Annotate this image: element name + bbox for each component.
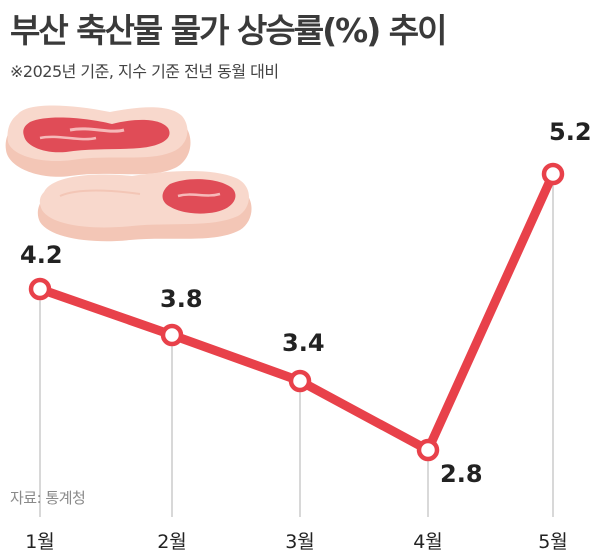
source-note: 자료: 통계청: [10, 489, 86, 507]
x-axis-labels: 1월 2월 3월 4월 5월: [25, 531, 568, 553]
data-point: [288, 369, 312, 393]
x-tick-label: 2월: [157, 531, 187, 553]
chart-title: 부산 축산물 물가 상승률(%) 추이: [10, 11, 448, 50]
meat-steak-icon: [5, 105, 252, 242]
data-label: 3.4: [282, 329, 325, 357]
data-point: [416, 438, 440, 462]
data-markers: [28, 162, 565, 462]
data-label: 2.8: [440, 460, 483, 488]
data-point: [160, 323, 184, 347]
x-tick-label: 3월: [285, 531, 315, 553]
vertical-guides: [39, 174, 554, 517]
data-label: 5.2: [549, 118, 592, 146]
x-tick-label: 1월: [25, 531, 55, 553]
data-point: [541, 162, 565, 186]
x-tick-label: 4월: [413, 531, 443, 553]
data-label: 3.8: [160, 285, 203, 313]
chart-subtitle: ※2025년 기준, 지수 기준 전년 동월 대비: [10, 62, 279, 81]
x-tick-label: 5월: [538, 531, 568, 553]
data-point: [28, 277, 52, 301]
data-labels: 4.2 3.8 3.4 2.8 5.2: [20, 118, 592, 488]
data-label: 4.2: [20, 241, 63, 269]
